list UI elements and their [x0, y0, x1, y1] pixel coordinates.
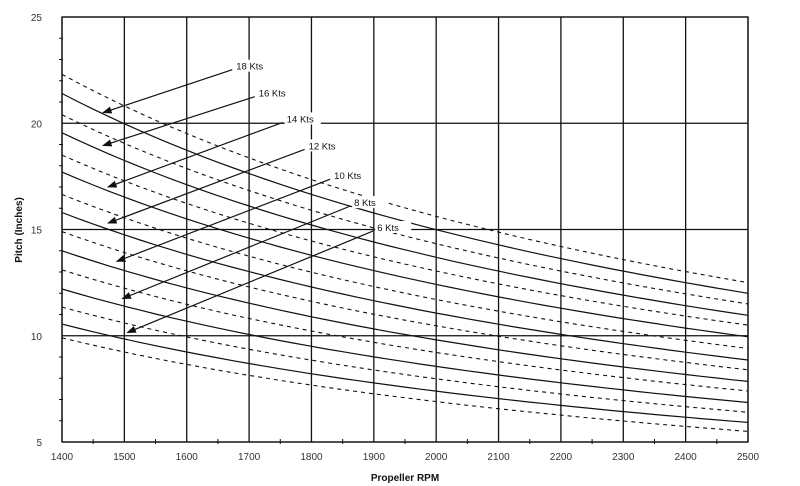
y-tick-label: 25: [31, 13, 43, 24]
annotation-label-bg: [256, 86, 293, 99]
x-tick-label: 1600: [176, 452, 199, 463]
annotation-label-bg: [375, 220, 412, 233]
x-axis-label: Propeller RPM: [371, 473, 439, 484]
series-line-7-kts: [61, 306, 749, 413]
annotation-label: 12 Kts: [309, 141, 336, 152]
annotation-arrow: [102, 96, 255, 147]
annotation-arrow: [107, 148, 305, 224]
y-tick-label: 10: [31, 332, 43, 343]
annotation-label-bg: [352, 196, 389, 209]
series-line-14-kts: [61, 171, 749, 338]
x-tick-label: 2400: [675, 452, 698, 463]
x-tick-label: 2100: [487, 452, 510, 463]
x-tick-label: 2200: [550, 452, 573, 463]
x-tick-label: 1500: [113, 452, 136, 463]
series-line-13-kts: [61, 193, 749, 350]
series-line-6-kts: [61, 323, 749, 423]
series-line-16-kts: [61, 132, 749, 316]
series-line-11-kts: [61, 231, 749, 371]
x-tick-label: 2500: [737, 452, 760, 463]
x-tick-label: 2300: [612, 452, 635, 463]
annotation-label-bg: [306, 139, 343, 152]
series-line-15-kts: [61, 154, 749, 326]
x-tick-label: 1800: [300, 452, 323, 463]
annotation-label-bg: [284, 112, 321, 125]
x-tick-label: 1700: [238, 452, 261, 463]
series-line-12-kts: [61, 211, 749, 361]
annotation-arrow: [115, 178, 331, 262]
annotation-arrow: [107, 121, 283, 188]
series-line-8-kts: [61, 288, 749, 404]
x-tick-label: 1900: [363, 452, 386, 463]
annotation-label-bg: [234, 59, 271, 72]
x-tick-label: 1400: [51, 452, 74, 463]
series-line-19-kts: [61, 73, 749, 284]
annotation-label: 6 Kts: [377, 223, 399, 234]
annotation-label: 18 Kts: [236, 62, 263, 73]
y-axis-label: Pitch (Inches): [14, 197, 25, 263]
annotation-label: 16 Kts: [259, 89, 286, 100]
y-tick-label: 15: [31, 226, 43, 237]
series-line-9-kts: [61, 269, 749, 392]
y-tick-label: 5: [36, 438, 42, 449]
series-line-5-kts: [61, 337, 749, 432]
plot-frame: [61, 16, 749, 443]
annotation-label: 14 Kts: [287, 114, 314, 125]
y-tick-label: 20: [31, 119, 43, 130]
annotation-label-bg: [332, 169, 369, 182]
series-line-10-kts: [61, 250, 749, 382]
annotation-arrow: [121, 205, 351, 300]
annotation-arrow: [102, 69, 233, 114]
annotation-label: 8 Kts: [354, 198, 376, 209]
annotation-arrow: [126, 230, 374, 334]
x-tick-label: 2000: [425, 452, 448, 463]
annotation-label: 10 Kts: [334, 171, 361, 182]
